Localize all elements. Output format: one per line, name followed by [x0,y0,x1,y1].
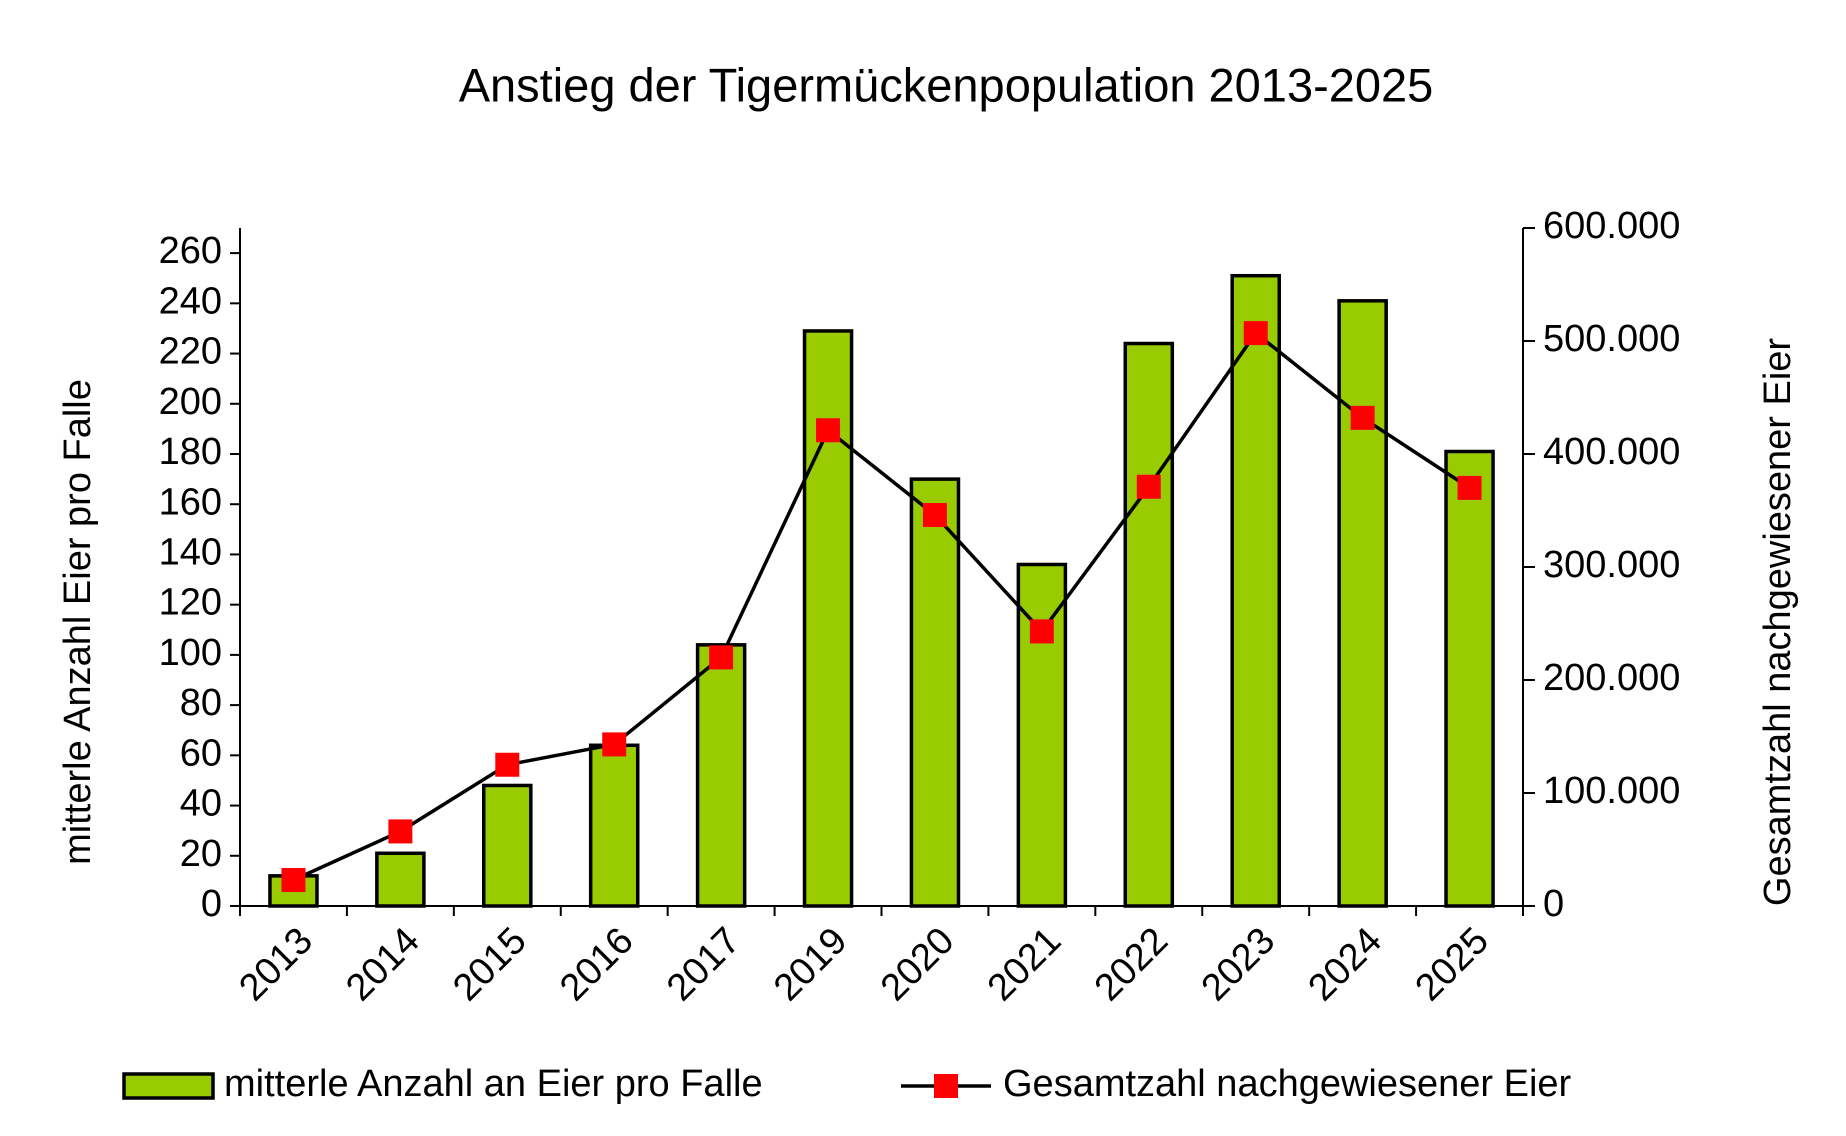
y-tick-label: 140 [159,531,222,573]
y2-tick-label: 500.000 [1543,318,1680,360]
marker [388,819,413,844]
y-tick-label: 240 [159,280,222,322]
y-tick-label: 200 [159,381,222,423]
marker [495,752,520,777]
line [292,330,1471,882]
x-tick-label: 2016 [552,920,641,1009]
marker [602,732,627,757]
x-tick-label: 2013 [231,920,320,1009]
marker [1457,475,1482,500]
y2-tick-label: 0 [1543,883,1564,925]
x-tick-label: 2025 [1408,920,1497,1009]
y-tick-label: 180 [159,431,222,473]
bar [802,329,854,908]
y2-tick-label: 100.000 [1543,770,1680,812]
y-tick-label: 220 [159,331,222,373]
marker [1029,619,1054,644]
y-tick-label: 40 [180,783,222,825]
x-tick-label: 2023 [1194,920,1283,1009]
marker [1243,321,1268,346]
bar [909,477,961,908]
x-tick-label: 2019 [766,920,855,1009]
bar [695,643,747,908]
marker [816,418,841,443]
marker [709,645,734,670]
y-axis-title: mitterle Anzahl Eier pro Falle [57,379,99,865]
x-tick-label: 2021 [980,920,1069,1009]
x-tick-label: 2014 [338,920,427,1009]
bar [1337,299,1388,908]
y-tick-label: 0 [201,883,222,925]
bar [1123,341,1175,908]
x-tick-label: 2024 [1301,920,1390,1009]
y-tick-label: 260 [159,230,222,272]
x-tick-label: 2017 [659,920,748,1009]
bar [1230,273,1281,908]
y-tick-label: 160 [159,481,222,523]
bar [375,851,426,908]
y-tick-label: 120 [159,582,222,624]
y2-tick-label: 300.000 [1543,544,1680,586]
legend-swatch [122,1072,215,1100]
x-tick-label: 2020 [873,920,962,1009]
marker [1136,474,1161,499]
legend-label: mitterle Anzahl an Eier pro Falle [224,1063,763,1105]
y2-tick-label: 400.000 [1543,431,1680,473]
legend-label: Gesamtzahl nachgewiesener Eier [1003,1063,1572,1105]
y2-tick-label: 200.000 [1543,657,1680,699]
marker [922,503,947,528]
legend-marker [934,1074,958,1098]
bar [1444,449,1495,908]
x-tick-label: 2015 [445,920,534,1009]
marker [281,868,306,893]
y2-axis-title: Gesamtzahl nachgewiesener Eier [1757,338,1799,907]
y-tick-label: 20 [180,833,222,875]
y-tick-label: 100 [159,632,222,674]
bar [1016,562,1068,908]
x-tick-label: 2022 [1087,920,1176,1009]
y-tick-label: 60 [180,732,222,774]
y-tick-label: 80 [180,682,222,724]
bar [588,743,640,908]
y2-tick-label: 600.000 [1543,205,1680,247]
chart-title: Anstieg der Tigermückenpopulation 2013-2… [459,58,1434,111]
marker [1350,405,1375,430]
bar [482,783,533,908]
